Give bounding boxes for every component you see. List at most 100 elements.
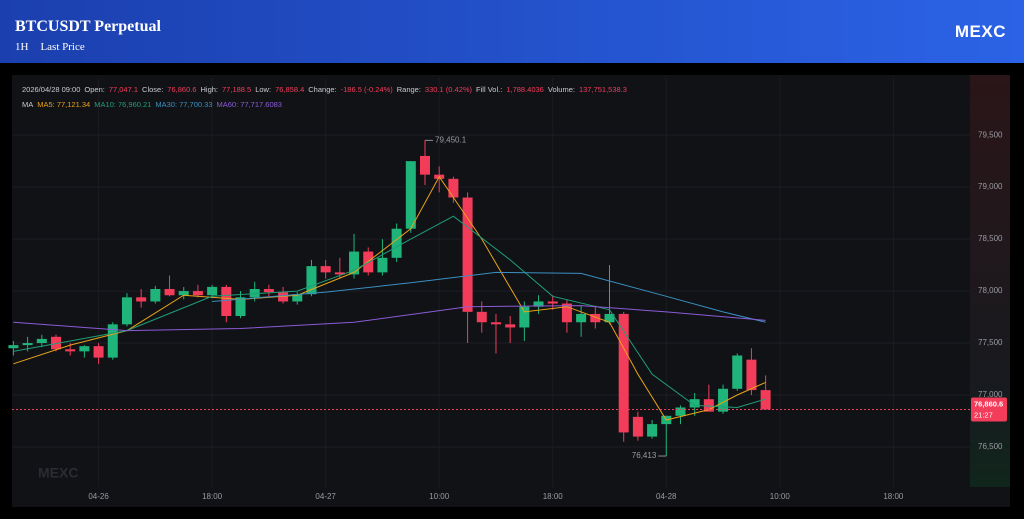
candle-body: [377, 257, 388, 273]
candle-body: [334, 272, 345, 275]
candle-body: [405, 161, 416, 229]
info-value: 76,858.4: [275, 85, 305, 94]
candle-body: [207, 286, 218, 296]
x-tick-label: 10:00: [429, 492, 450, 501]
candle-body: [689, 399, 700, 408]
candle-body: [519, 306, 530, 328]
info-label: Open:: [84, 85, 105, 94]
info-value: 77,188.5: [222, 85, 252, 94]
candle-body: [235, 297, 246, 317]
y-tick-label: 77,000: [978, 390, 1003, 399]
interval: 1H: [15, 41, 29, 53]
watermark: MEXC: [38, 465, 78, 481]
info-value: 137,751,538.3: [578, 85, 627, 94]
x-tick-label: 04-26: [88, 492, 109, 501]
x-tick-label: 18:00: [202, 492, 223, 501]
candle-body: [292, 294, 303, 302]
candle-body: [79, 346, 90, 352]
info-row: 2026/04/28 09:00 Open: 77,047.1 Close: 76,86…: [22, 85, 631, 94]
candle-body: [732, 355, 743, 389]
y-tick-label: 76,500: [978, 442, 1003, 451]
candle-body: [192, 291, 203, 296]
subtitle: 1H Last Price: [15, 41, 85, 53]
candle-body: [760, 390, 771, 410]
x-tick-label: 18:00: [543, 492, 564, 501]
ma-line: [212, 271, 766, 323]
candle-body: [632, 416, 643, 437]
logo: MEXC: [954, 22, 1006, 41]
candle-body: [249, 288, 260, 298]
candle-body: [476, 311, 487, 323]
ma-line: [13, 305, 766, 332]
candle-body: [604, 313, 615, 323]
info-label: Change:: [308, 85, 337, 94]
candle-body: [278, 292, 289, 302]
candle-body: [349, 251, 360, 275]
candle-body: [178, 291, 189, 296]
ma-legend: MA10: 76,960.21: [94, 100, 152, 109]
info-label: Low:: [255, 85, 272, 94]
info-value: 77,047.1: [108, 85, 139, 94]
candle-body: [718, 388, 729, 412]
info-label: Fill Vol.:: [476, 85, 503, 94]
candle-body: [263, 288, 274, 293]
candle-body: [221, 286, 232, 317]
x-tick-label: 10:00: [770, 492, 791, 501]
candle-body: [675, 407, 686, 416]
countdown: 21:27: [974, 410, 993, 419]
candle-body: [22, 343, 33, 346]
candle-body: [618, 313, 629, 433]
y-tick-label: 79,500: [978, 130, 1003, 139]
info-label: Range:: [396, 85, 421, 94]
candle-body: [136, 297, 147, 302]
info-value: 1,788.4036: [506, 85, 544, 94]
candle-body: [107, 324, 118, 358]
info-label: High:: [200, 85, 219, 94]
info-time: 2026/04/28 09:00: [22, 85, 81, 94]
info-label: Close:: [142, 85, 164, 94]
candle-body: [590, 313, 601, 323]
candle-body: [490, 322, 501, 325]
ma-label: MA: [22, 100, 34, 109]
last-price-badge: [971, 397, 1007, 422]
price-type: Last Price: [40, 41, 85, 53]
candle-body: [306, 266, 317, 295]
ma-line: [13, 175, 766, 421]
info-value: 76,860.6: [167, 85, 197, 94]
candle-body: [420, 155, 431, 175]
candle-body: [448, 178, 459, 198]
candle-body: [50, 336, 61, 350]
ma-legend: MA60: 77,717.6083: [216, 100, 282, 109]
y-tick-label: 79,000: [978, 182, 1003, 191]
candle-body: [8, 345, 19, 349]
candle-body: [561, 303, 572, 323]
last-price-label: 76,860.6: [974, 399, 1003, 408]
candle-body: [150, 288, 161, 302]
candle-body: [164, 288, 175, 296]
y-tick-label: 78,000: [978, 286, 1003, 295]
info-value: -186.5 (-0.24%): [340, 85, 393, 94]
ma-line: [13, 215, 766, 409]
candle-body: [65, 349, 76, 352]
candle-body: [320, 266, 331, 273]
ma-legend: MA30: 77,700.33: [155, 100, 213, 109]
x-tick-label: 18:00: [883, 492, 904, 501]
y-tick-label: 78,500: [978, 234, 1003, 243]
candle-body: [462, 197, 473, 312]
x-tick-label: 04-28: [656, 492, 677, 501]
candle-body: [391, 228, 402, 258]
candle-body: [647, 424, 658, 437]
ma-legend: MA5: 77,121.34: [37, 100, 91, 109]
candle-body: [703, 399, 714, 412]
info-label: Volume:: [547, 85, 575, 94]
info-value: 330.1 (0.42%): [424, 85, 473, 94]
candle-body: [36, 338, 47, 344]
low-label: 76,413: [632, 451, 657, 460]
title: BTCUSDT Perpetual: [15, 18, 161, 35]
candle-body: [533, 301, 544, 307]
candle-body: [121, 297, 132, 325]
candle-body: [505, 324, 516, 328]
y-tick-label: 77,500: [978, 338, 1003, 347]
